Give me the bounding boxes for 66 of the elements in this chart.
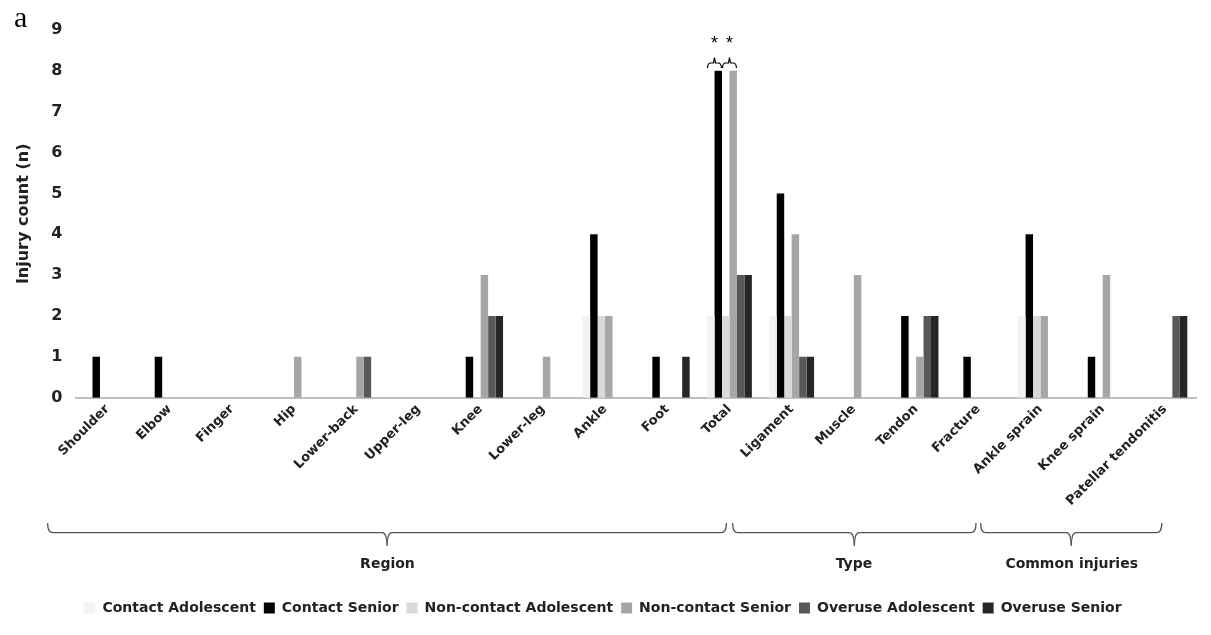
y-tick-label: 2 <box>51 305 63 325</box>
y-tick-label: 4 <box>51 223 63 243</box>
bar <box>722 315 730 398</box>
bar <box>1179 315 1188 398</box>
bar <box>776 193 785 398</box>
text: a <box>14 0 28 34</box>
bar <box>791 234 800 398</box>
bar <box>542 356 551 398</box>
bar <box>605 315 613 398</box>
bar <box>154 356 163 398</box>
text: Common injuries <box>1005 554 1138 571</box>
legend-label: Non-contact Senior <box>639 598 792 615</box>
bar <box>465 356 474 398</box>
bar <box>1087 356 1096 398</box>
bar <box>736 275 745 398</box>
y-tick-label: 6 <box>51 141 63 161</box>
bar <box>1172 315 1180 398</box>
bar <box>92 356 100 398</box>
annotation: * <box>725 32 733 54</box>
bar <box>597 315 606 398</box>
legend-label: Contact Senior <box>281 598 399 615</box>
bar <box>923 315 932 398</box>
bar <box>1040 315 1048 398</box>
bar <box>916 356 924 398</box>
bar <box>1102 275 1111 398</box>
bar <box>853 275 862 398</box>
x-tick-label: Hip <box>270 401 299 430</box>
legend-label: Overuse Adolescent <box>816 598 975 615</box>
bar <box>1025 234 1034 398</box>
bar <box>963 356 971 398</box>
y-tick-label: 5 <box>51 182 63 202</box>
y-axis-title: Injury count (n) <box>12 143 32 285</box>
y-tick-label: 1 <box>51 345 63 365</box>
text: Region <box>360 554 415 571</box>
bar <box>931 315 939 398</box>
annotation: * <box>711 32 719 54</box>
bar <box>480 275 489 398</box>
y-tick-label: 7 <box>51 100 63 120</box>
legend-label: Contact Adolescent <box>102 598 257 615</box>
y-tick-label: 9 <box>51 19 63 39</box>
y-tick-label: 8 <box>51 60 63 79</box>
bar <box>1033 315 1041 398</box>
bar <box>707 315 715 398</box>
bar <box>1018 315 1026 398</box>
y-tick-label: 3 <box>51 264 63 284</box>
bar <box>590 234 598 398</box>
bar <box>784 315 792 398</box>
bar <box>806 356 815 398</box>
bar <box>495 315 504 398</box>
bar <box>488 315 496 398</box>
bar <box>294 356 302 398</box>
bar <box>769 315 777 398</box>
bar <box>363 356 372 398</box>
bar <box>901 315 909 398</box>
bar <box>729 70 737 398</box>
text: Type <box>835 554 873 571</box>
bar <box>356 356 364 398</box>
bar <box>714 70 723 398</box>
legend-label: Non-contact Adolescent <box>424 598 614 615</box>
bar <box>652 356 660 398</box>
bar <box>744 275 752 398</box>
bar <box>682 356 690 398</box>
bar <box>582 315 591 398</box>
legend-label: Overuse Senior <box>1000 598 1122 615</box>
bar <box>799 356 807 398</box>
y-tick-label: 0 <box>51 386 63 406</box>
